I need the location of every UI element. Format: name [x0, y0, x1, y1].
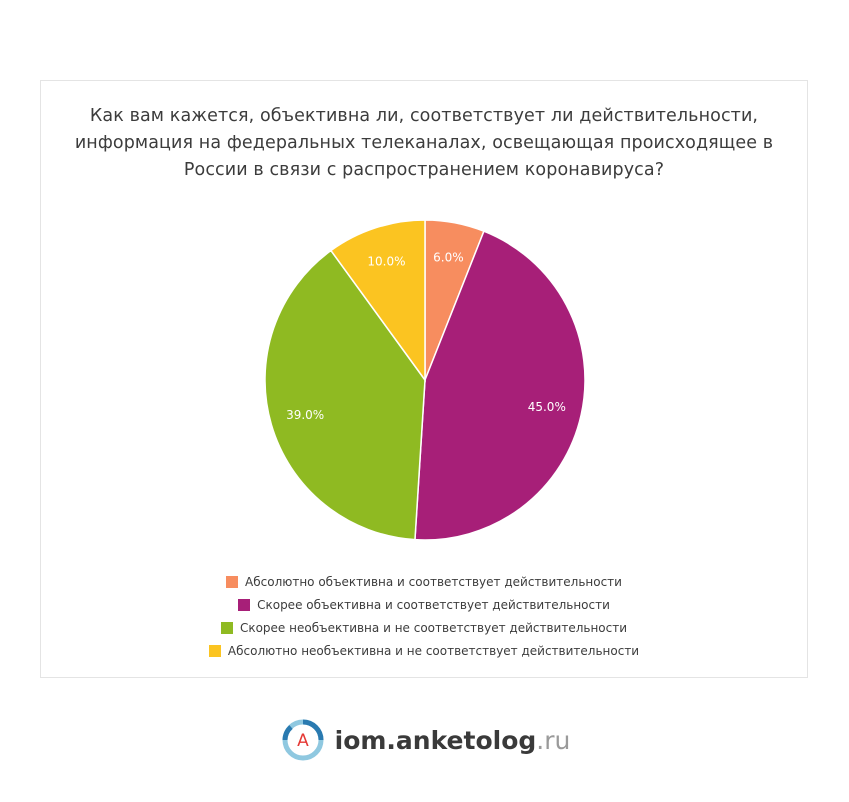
- legend-label: Абсолютно объективна и соответствует дей…: [245, 574, 622, 589]
- brand-tld: .ru: [536, 725, 571, 755]
- chart-title: Как вам кажется, объективна ли, соответс…: [74, 106, 774, 180]
- legend-swatch: [220, 621, 233, 634]
- pie-chart: 6.0% 45.0% 39.0% 10.0%: [264, 219, 586, 541]
- pie-slice[interactable]: [329, 219, 426, 383]
- legend-item[interactable]: Скорее необъективна и не соответствует д…: [220, 616, 628, 639]
- slice-data-label: 10.0%: [367, 254, 405, 268]
- legend-label: Скорее необъективна и не соответствует д…: [239, 620, 628, 635]
- footer-brand: A iom.anketolog.ru: [0, 712, 849, 768]
- brand-main: iom.anketolog: [334, 725, 537, 755]
- legend-item[interactable]: Скорее объективна и соответствует действ…: [238, 593, 610, 616]
- slice-data-label: 6.0%: [433, 250, 464, 264]
- legend-label: Скорее объективна и соответствует действ…: [257, 597, 610, 612]
- logo-letter: A: [297, 731, 309, 751]
- pie-slice[interactable]: [414, 230, 586, 541]
- slice-data-label: 39.0%: [286, 408, 324, 422]
- legend-item[interactable]: Абсолютно объективна и соответствует дей…: [226, 570, 622, 593]
- slice-data-label: 45.0%: [528, 400, 566, 414]
- legend-item[interactable]: Абсолютно необъективна и не соответствуе…: [208, 639, 640, 662]
- pie-slice[interactable]: [264, 249, 426, 541]
- chart-card: Как вам кажется, объективна ли, соответс…: [40, 80, 808, 678]
- legend-swatch: [226, 575, 239, 588]
- chart-legend: Абсолютно объективна и соответствует дей…: [41, 570, 807, 662]
- legend-swatch: [238, 598, 251, 611]
- legend-label: Абсолютно необъективна и не соответствуе…: [227, 643, 640, 658]
- brand-name[interactable]: iom.anketolog.ru: [335, 726, 571, 755]
- anketolog-logo-icon: A: [282, 719, 324, 761]
- legend-swatch: [208, 644, 221, 657]
